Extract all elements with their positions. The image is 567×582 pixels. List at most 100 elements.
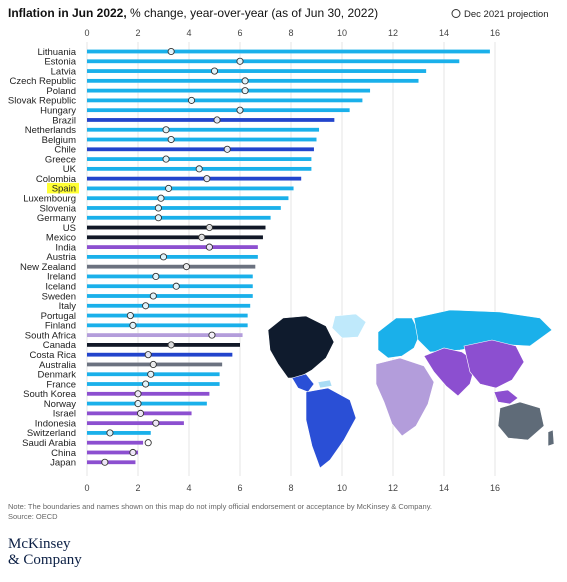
- bar: [87, 294, 253, 298]
- projection-marker: [149, 292, 157, 300]
- bar: [87, 206, 281, 210]
- footnote-note: Note: The boundaries and names shown on …: [8, 502, 432, 511]
- country-label: Iceland: [45, 282, 76, 293]
- bar: [87, 78, 419, 83]
- projection-marker: [144, 351, 152, 359]
- bar: [87, 127, 320, 132]
- map-new-zealand: [547, 429, 555, 447]
- country-label: Switzerland: [27, 428, 76, 439]
- country-label: China: [51, 448, 77, 459]
- country-label: Norway: [44, 399, 76, 410]
- country-row: US: [63, 223, 266, 234]
- country-row: Latvia: [51, 66, 427, 77]
- bar: [87, 391, 210, 396]
- country-label: Denmark: [37, 370, 76, 381]
- country-label: Germany: [37, 213, 76, 224]
- logo-line-2: & Company: [8, 552, 82, 568]
- projection-marker: [198, 233, 206, 241]
- country-row: Switzerland: [27, 428, 151, 439]
- projection-marker: [126, 312, 134, 320]
- projection-marker: [152, 272, 160, 280]
- x-tick-label-top: 0: [84, 28, 89, 38]
- bar: [87, 69, 427, 73]
- x-tick-label-top: 8: [288, 28, 293, 38]
- country-label: Israel: [53, 409, 76, 420]
- country-row: South Korea: [23, 389, 210, 400]
- bar: [87, 118, 335, 122]
- country-row: Costa Rica: [30, 350, 233, 361]
- country-label: India: [55, 242, 76, 253]
- bar: [87, 108, 350, 113]
- projection-marker: [241, 87, 249, 95]
- projection-marker: [236, 57, 244, 65]
- projection-marker: [106, 429, 114, 437]
- map-africa: [375, 357, 435, 437]
- country-label: Australia: [39, 360, 77, 371]
- chart-title-bold: Inflation in Jun 2022,: [8, 6, 127, 20]
- projection-marker: [101, 458, 109, 466]
- country-label: Costa Rica: [30, 350, 77, 361]
- country-label: Spain: [52, 184, 76, 195]
- projection-marker: [208, 331, 216, 339]
- country-row: Denmark: [37, 370, 220, 381]
- projection-marker: [162, 155, 170, 163]
- country-label: Brazil: [52, 115, 76, 126]
- x-tick-label-top: 2: [135, 28, 140, 38]
- bar: [87, 323, 248, 328]
- country-row: Australia: [39, 360, 223, 371]
- country-label: UK: [63, 164, 77, 175]
- country-row: Mexico: [46, 233, 263, 244]
- projection-marker: [134, 390, 142, 398]
- bar: [87, 137, 317, 142]
- projection-marker: [144, 439, 152, 447]
- x-tick-label-bottom: 4: [186, 483, 191, 493]
- country-row: Austria: [46, 252, 258, 263]
- map-south-america: [305, 387, 357, 469]
- chart-grid: [86, 42, 496, 476]
- projection-marker: [147, 370, 155, 378]
- country-row: Israel: [53, 409, 192, 420]
- x-tick-label-top: 6: [237, 28, 242, 38]
- country-row: Chile: [54, 145, 314, 156]
- country-label: Poland: [46, 86, 76, 97]
- country-label: Hungary: [40, 105, 76, 116]
- bar: [87, 157, 312, 161]
- projection-marker: [210, 67, 219, 75]
- country-label: France: [46, 379, 76, 390]
- bar: [87, 49, 490, 54]
- projection-marker: [142, 302, 150, 310]
- bar: [87, 59, 460, 64]
- chart-title: Inflation in Jun 2022, % change, year-ov…: [8, 6, 378, 20]
- country-label: Portugal: [41, 311, 76, 322]
- country-row: Finland: [45, 321, 248, 332]
- bar: [87, 450, 138, 455]
- country-label: US: [63, 223, 76, 234]
- map-central-america: [291, 373, 315, 393]
- country-row: Belgium: [42, 135, 317, 146]
- bar: [87, 284, 253, 289]
- x-tick-label-top: 4: [186, 28, 191, 38]
- country-row: Netherlands: [25, 125, 320, 136]
- country-label: Belgium: [42, 135, 76, 146]
- country-row: Greece: [45, 154, 312, 165]
- x-tick-label-bottom: 0: [84, 483, 89, 493]
- bar: [87, 440, 144, 445]
- x-tick-label-top: 12: [388, 28, 398, 38]
- projection-marker: [136, 409, 145, 417]
- country-row: Slovenia: [40, 203, 281, 214]
- projection-marker: [134, 400, 142, 408]
- country-row: Germany: [37, 213, 271, 224]
- map-north-america: [267, 315, 335, 379]
- country-row: Lithuania: [37, 47, 490, 58]
- country-row: Colombia: [36, 174, 302, 185]
- country-row: Ireland: [47, 272, 253, 283]
- projection-marker: [213, 116, 221, 124]
- projection-marker: [203, 175, 211, 183]
- projection-marker: [223, 145, 231, 153]
- map-middle-east-asia: [423, 347, 477, 397]
- footnote: Note: The boundaries and names shown on …: [8, 502, 432, 522]
- country-label: Chile: [54, 145, 76, 156]
- projection-marker: [167, 47, 175, 56]
